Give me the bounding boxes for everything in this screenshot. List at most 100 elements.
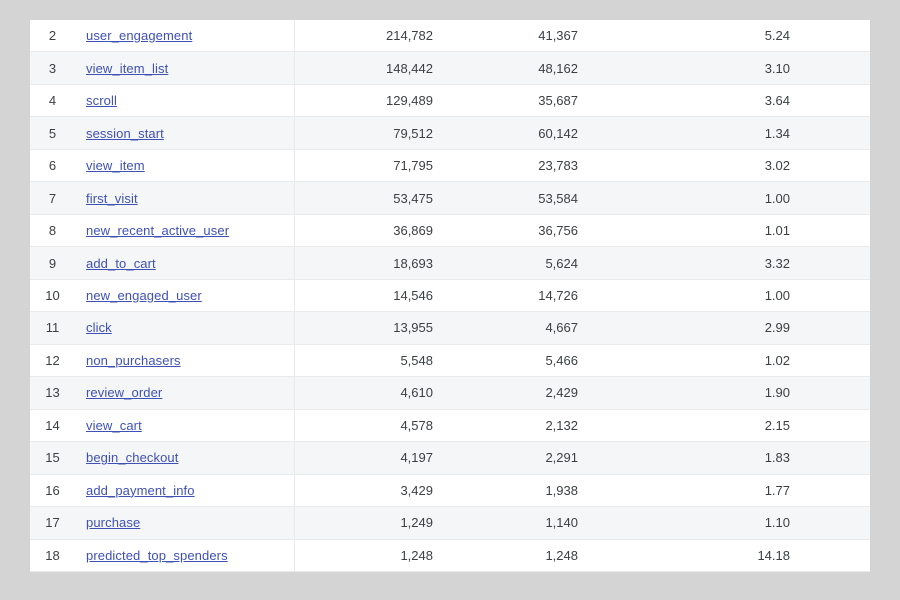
event-name-link[interactable]: scroll [86,93,117,109]
event-name-cell: add_payment_info [75,474,295,507]
total-users-value: 36,756 [538,223,578,239]
event-name-cell: purchase [75,507,295,539]
event-count-value: 79,512 [393,125,433,141]
row-index: 15 [45,450,60,466]
event-count-value: 4,578 [400,417,433,433]
table-row: 3 view_item_list 148,442 48,162 3.10 [30,52,870,85]
event-name-cell: click [75,312,295,344]
event-count-per-user-value: 1.00 [764,190,790,206]
row-index: 17 [45,515,60,531]
event-name-link[interactable]: add_payment_info [86,482,195,498]
event-name-link[interactable]: new_recent_active_user [86,223,230,239]
event-count-per-user-value: 5.24 [764,28,790,44]
table-row: 15 begin_checkout 4,197 2,291 1.83 [30,442,870,475]
row-index: 16 [45,482,60,498]
event-name-link[interactable]: purchase [86,515,141,531]
events-table: 2 user_engagement 214,782 41,367 5.24 3 … [30,20,870,572]
event-count-per-user-value: 2.99 [764,320,790,336]
total-users-value: 1,248 [545,547,578,563]
event-name-link[interactable]: user_engagement [86,28,193,44]
table-row: 2 user_engagement 214,782 41,367 5.24 [30,20,870,53]
event-name-link[interactable]: session_start [86,125,164,141]
total-users-value: 2,132 [545,417,578,433]
row-index: 13 [45,385,60,401]
event-name-link[interactable]: review_order [86,385,163,401]
table-row: 11 click 13,955 4,667 2.99 [30,312,870,345]
event-count-value: 13,955 [393,320,433,336]
table-row: 13 review_order 4,610 2,429 1.90 [30,377,870,410]
total-users-value: 5,624 [545,255,578,271]
event-count-value: 148,442 [386,60,433,76]
table-row: 14 view_cart 4,578 2,132 2.15 [30,409,870,443]
table-row: 8 new_recent_active_user 36,869 36,756 1… [30,214,870,248]
event-count-value: 129,489 [386,93,433,109]
event-name-cell: first_visit [75,182,295,214]
total-users-value: 48,162 [538,60,578,76]
event-count-per-user-value: 1.83 [764,450,790,466]
table-row: 16 add_payment_info 3,429 1,938 1.77 [30,474,870,508]
event-name-cell: review_order [75,377,295,409]
table-row: 18 predicted_top_spenders 1,248 1,248 14… [30,539,870,572]
row-index: 6 [48,158,57,174]
table-row: 6 view_item 71,795 23,783 3.02 [30,149,870,183]
total-users-value: 14,726 [538,287,578,303]
event-name-cell: view_item [75,149,295,182]
total-users-value: 5,466 [545,352,578,368]
row-index: 11 [45,320,60,336]
event-name-link[interactable]: non_purchasers [86,352,181,368]
event-name-cell: non_purchasers [75,344,295,377]
event-name-link[interactable]: first_visit [86,190,138,206]
event-name-link[interactable]: predicted_top_spenders [86,547,228,563]
event-name-link[interactable]: view_item [86,158,145,174]
event-count-per-user-value: 1.01 [764,223,790,239]
total-users-value: 60,142 [538,125,578,141]
total-users-value: 1,140 [545,515,578,531]
total-users-value: 2,291 [545,450,578,466]
event-count-value: 14,546 [393,287,433,303]
event-count-value: 4,197 [400,450,433,466]
total-users-value: 53,584 [538,190,578,206]
total-users-value: 35,687 [538,93,578,109]
row-index: 4 [48,93,57,109]
event-name-cell: view_item_list [75,52,295,84]
row-index: 18 [45,547,60,563]
row-index: 12 [45,352,60,368]
event-count-value: 1,249 [400,515,433,531]
event-name-link[interactable]: begin_checkout [86,450,179,466]
event-name-link[interactable]: view_cart [86,417,142,433]
event-count-per-user-value: 2.15 [764,417,790,433]
row-index: 5 [48,125,57,141]
event-count-per-user-value: 1.34 [764,125,790,141]
total-users-value: 1,938 [545,482,578,498]
event-count-per-user-value: 1.00 [764,287,790,303]
row-index: 3 [48,60,57,76]
event-count-per-user-value: 1.77 [764,482,790,498]
row-index: 7 [48,190,57,206]
table-row: 5 session_start 79,512 60,142 1.34 [30,117,870,150]
row-index: 14 [45,417,60,433]
event-count-value: 5,548 [400,352,433,368]
event-count-per-user-value: 3.32 [764,255,790,271]
event-count-per-user-value: 1.02 [764,352,790,368]
event-count-value: 18,693 [393,255,433,271]
event-count-per-user-value: 3.02 [764,158,790,174]
table-row: 7 first_visit 53,475 53,584 1.00 [30,182,870,215]
event-count-value: 3,429 [400,482,433,498]
table-row: 10 new_engaged_user 14,546 14,726 1.00 [30,279,870,313]
total-users-value: 4,667 [545,320,578,336]
event-name-link[interactable]: click [86,320,112,336]
event-name-link[interactable]: new_engaged_user [86,287,202,303]
event-name-link[interactable]: view_item_list [86,60,169,76]
event-count-value: 71,795 [393,158,433,174]
table-row: 17 purchase 1,249 1,140 1.10 [30,507,870,540]
event-name-cell: begin_checkout [75,442,295,474]
event-count-per-user-value: 14.18 [757,547,790,563]
event-name-cell: scroll [75,84,295,117]
table-row: 12 non_purchasers 5,548 5,466 1.02 [30,344,870,378]
event-count-value: 214,782 [386,28,433,44]
event-name-link[interactable]: add_to_cart [86,255,156,271]
event-count-per-user-value: 3.10 [764,60,790,76]
event-count-per-user-value: 3.64 [764,93,790,109]
table-row: 4 scroll 129,489 35,687 3.64 [30,84,870,118]
